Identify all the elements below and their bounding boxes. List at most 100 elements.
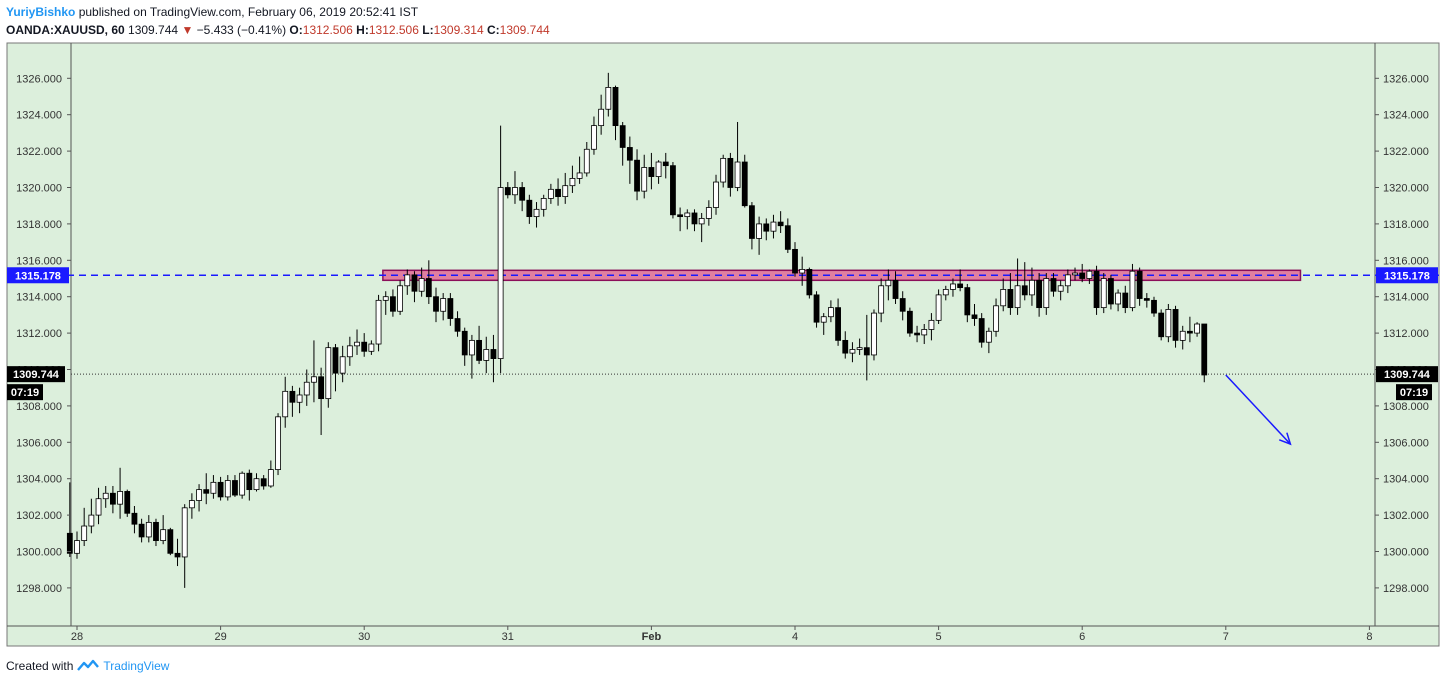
candle	[1014, 258, 1021, 315]
candle-body	[828, 307, 834, 318]
candle	[770, 214, 777, 239]
candle-body	[1079, 272, 1086, 279]
candle-body	[526, 199, 533, 218]
candle	[691, 209, 698, 232]
candle	[964, 283, 971, 323]
candle	[217, 476, 224, 501]
time-tick-label: 30	[358, 631, 370, 643]
candle	[741, 154, 748, 208]
candle-body	[138, 523, 145, 538]
candle-body	[110, 492, 116, 505]
price-tick-label-right: 1304.000	[1383, 474, 1429, 486]
candle	[382, 291, 389, 315]
candle	[1122, 285, 1129, 314]
candle-body	[863, 347, 870, 356]
candle-body	[375, 299, 382, 345]
candle-body	[483, 349, 490, 361]
candle	[1093, 265, 1100, 315]
candle	[555, 178, 561, 206]
candle	[289, 385, 296, 417]
candle	[985, 327, 992, 354]
candle	[662, 152, 669, 179]
candle-body	[978, 318, 985, 343]
candle	[670, 162, 676, 219]
candle-body	[1043, 278, 1050, 309]
candle-body	[856, 347, 863, 350]
candle	[1179, 325, 1186, 350]
candle-body	[792, 248, 798, 274]
candle-body	[339, 356, 346, 374]
candle-body	[820, 316, 827, 323]
candle-body	[311, 376, 317, 383]
candle	[684, 209, 691, 230]
candle	[792, 242, 798, 277]
candle-body	[1021, 285, 1028, 296]
price-tick-label-left: 1298.000	[16, 583, 62, 595]
published-text: published on TradingView.com, February 0…	[78, 5, 419, 19]
candle-body	[490, 349, 497, 359]
time-tick-label: 6	[1079, 631, 1085, 643]
candle	[267, 460, 274, 488]
close-label: C:	[486, 23, 500, 37]
candle	[942, 285, 949, 301]
candle-body	[849, 349, 856, 354]
candle	[196, 484, 202, 512]
candle	[1143, 293, 1150, 308]
candle-body	[648, 167, 655, 177]
candle	[1064, 269, 1071, 294]
candle-body	[404, 274, 411, 287]
price-tick-label-right: 1302.000	[1383, 510, 1429, 522]
candle-body	[899, 298, 906, 312]
candle-body	[569, 177, 576, 187]
candle-body	[957, 283, 964, 288]
candle	[547, 183, 554, 204]
candle-body	[468, 339, 475, 356]
candle	[303, 369, 310, 406]
price-chart[interactable]: 1326.000 1326.000 1324.000 1324.000 1322.000…	[0, 0, 1444, 650]
price-tick-label-left: 1326.000	[16, 73, 62, 85]
candle-body	[476, 339, 482, 361]
candle-body	[1122, 292, 1129, 309]
candle-body	[361, 341, 368, 352]
candle-body	[1158, 312, 1165, 338]
candle	[124, 489, 131, 517]
candle	[720, 154, 727, 188]
candle-body	[153, 521, 159, 541]
candle-body	[167, 529, 174, 554]
time-tick-label: 29	[214, 631, 226, 643]
candle-body	[612, 87, 619, 127]
candle	[260, 475, 267, 490]
horizontal-line-price-tag-left-bg	[7, 267, 69, 284]
price-tick-label-left: 1312.000	[16, 328, 62, 340]
author-name[interactable]: YuriyBishko	[6, 5, 76, 19]
forecast-arrow-line[interactable]	[1225, 374, 1291, 445]
candle-body	[547, 188, 554, 199]
candle	[784, 218, 791, 254]
time-tick-label: 28	[71, 631, 83, 643]
tradingview-logo-icon	[77, 659, 100, 671]
candle-body	[74, 540, 80, 554]
candle-body	[504, 187, 511, 196]
candle	[1036, 273, 1043, 317]
candle-body	[267, 469, 274, 487]
candle-body	[727, 157, 734, 188]
candle	[188, 493, 195, 519]
candle-body	[626, 147, 633, 161]
candle-body	[928, 319, 935, 330]
candle-body	[260, 478, 267, 487]
candle	[763, 218, 770, 241]
candle-body	[591, 125, 597, 150]
tradingview-brand-link[interactable]: TradingView	[103, 659, 170, 673]
candle	[253, 473, 260, 492]
price-tick-label-left: 1300.000	[16, 547, 62, 559]
candle-body	[1057, 285, 1064, 292]
horizontal-line-price-tag-right: 1315.178	[1384, 270, 1430, 282]
candle	[993, 298, 999, 337]
candle	[375, 294, 382, 352]
last-price-tag-right: 1309.744	[1384, 369, 1431, 381]
candle-body	[583, 148, 590, 174]
candle-body	[878, 285, 885, 314]
candle-body	[641, 167, 648, 192]
candle	[957, 269, 964, 292]
candle-body	[950, 283, 956, 290]
